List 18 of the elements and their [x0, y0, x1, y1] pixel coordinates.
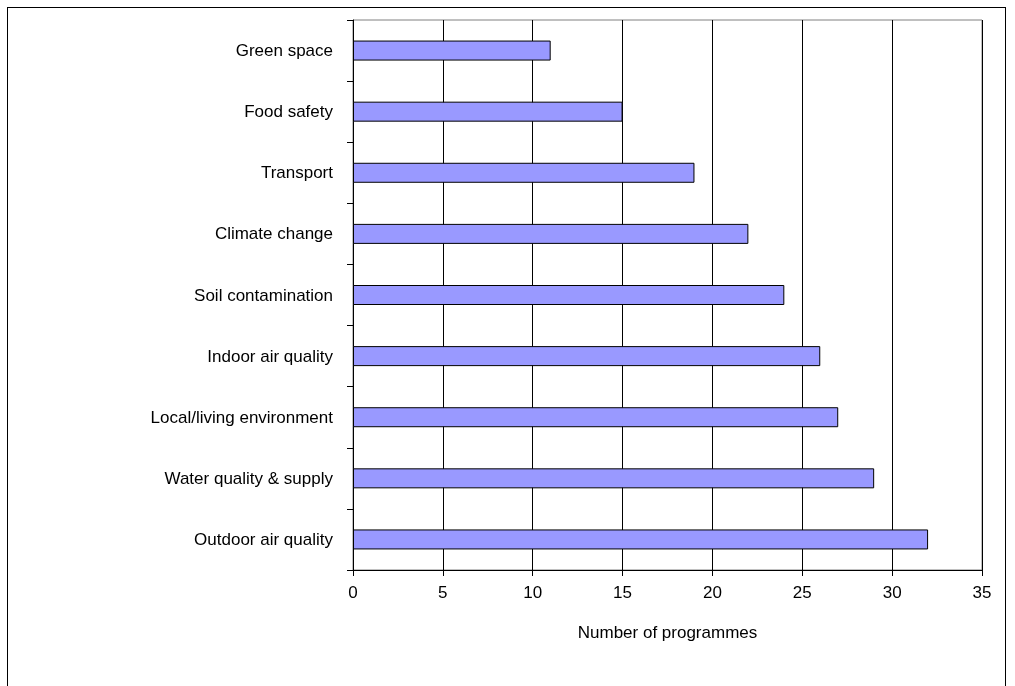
x-tick-label: 10: [523, 583, 543, 602]
y-tick-label: Outdoor air quality: [194, 529, 334, 549]
x-tick-label: 15: [613, 583, 633, 602]
x-tick-label: 25: [792, 583, 812, 602]
y-tick-label: Water quality & supply: [164, 468, 334, 488]
x-tick-label: 30: [882, 583, 902, 602]
y-tick-label: Transport: [260, 163, 334, 183]
y-tick-label: Local/living environment: [150, 407, 334, 427]
x-axis-title: Number of programmes: [577, 623, 758, 642]
x-tick-label: 20: [702, 583, 722, 602]
y-tick-label: Indoor air quality: [207, 346, 334, 366]
y-tick-label: Green space: [235, 41, 333, 61]
y-tick-label: Climate change: [214, 224, 333, 244]
y-tick-label: Food safety: [244, 102, 334, 122]
x-tick-label: 35: [972, 583, 992, 602]
x-tick-label: 5: [438, 583, 448, 602]
x-tick-label: 0: [348, 583, 358, 602]
y-tick-label: Soil contamination: [194, 285, 333, 305]
